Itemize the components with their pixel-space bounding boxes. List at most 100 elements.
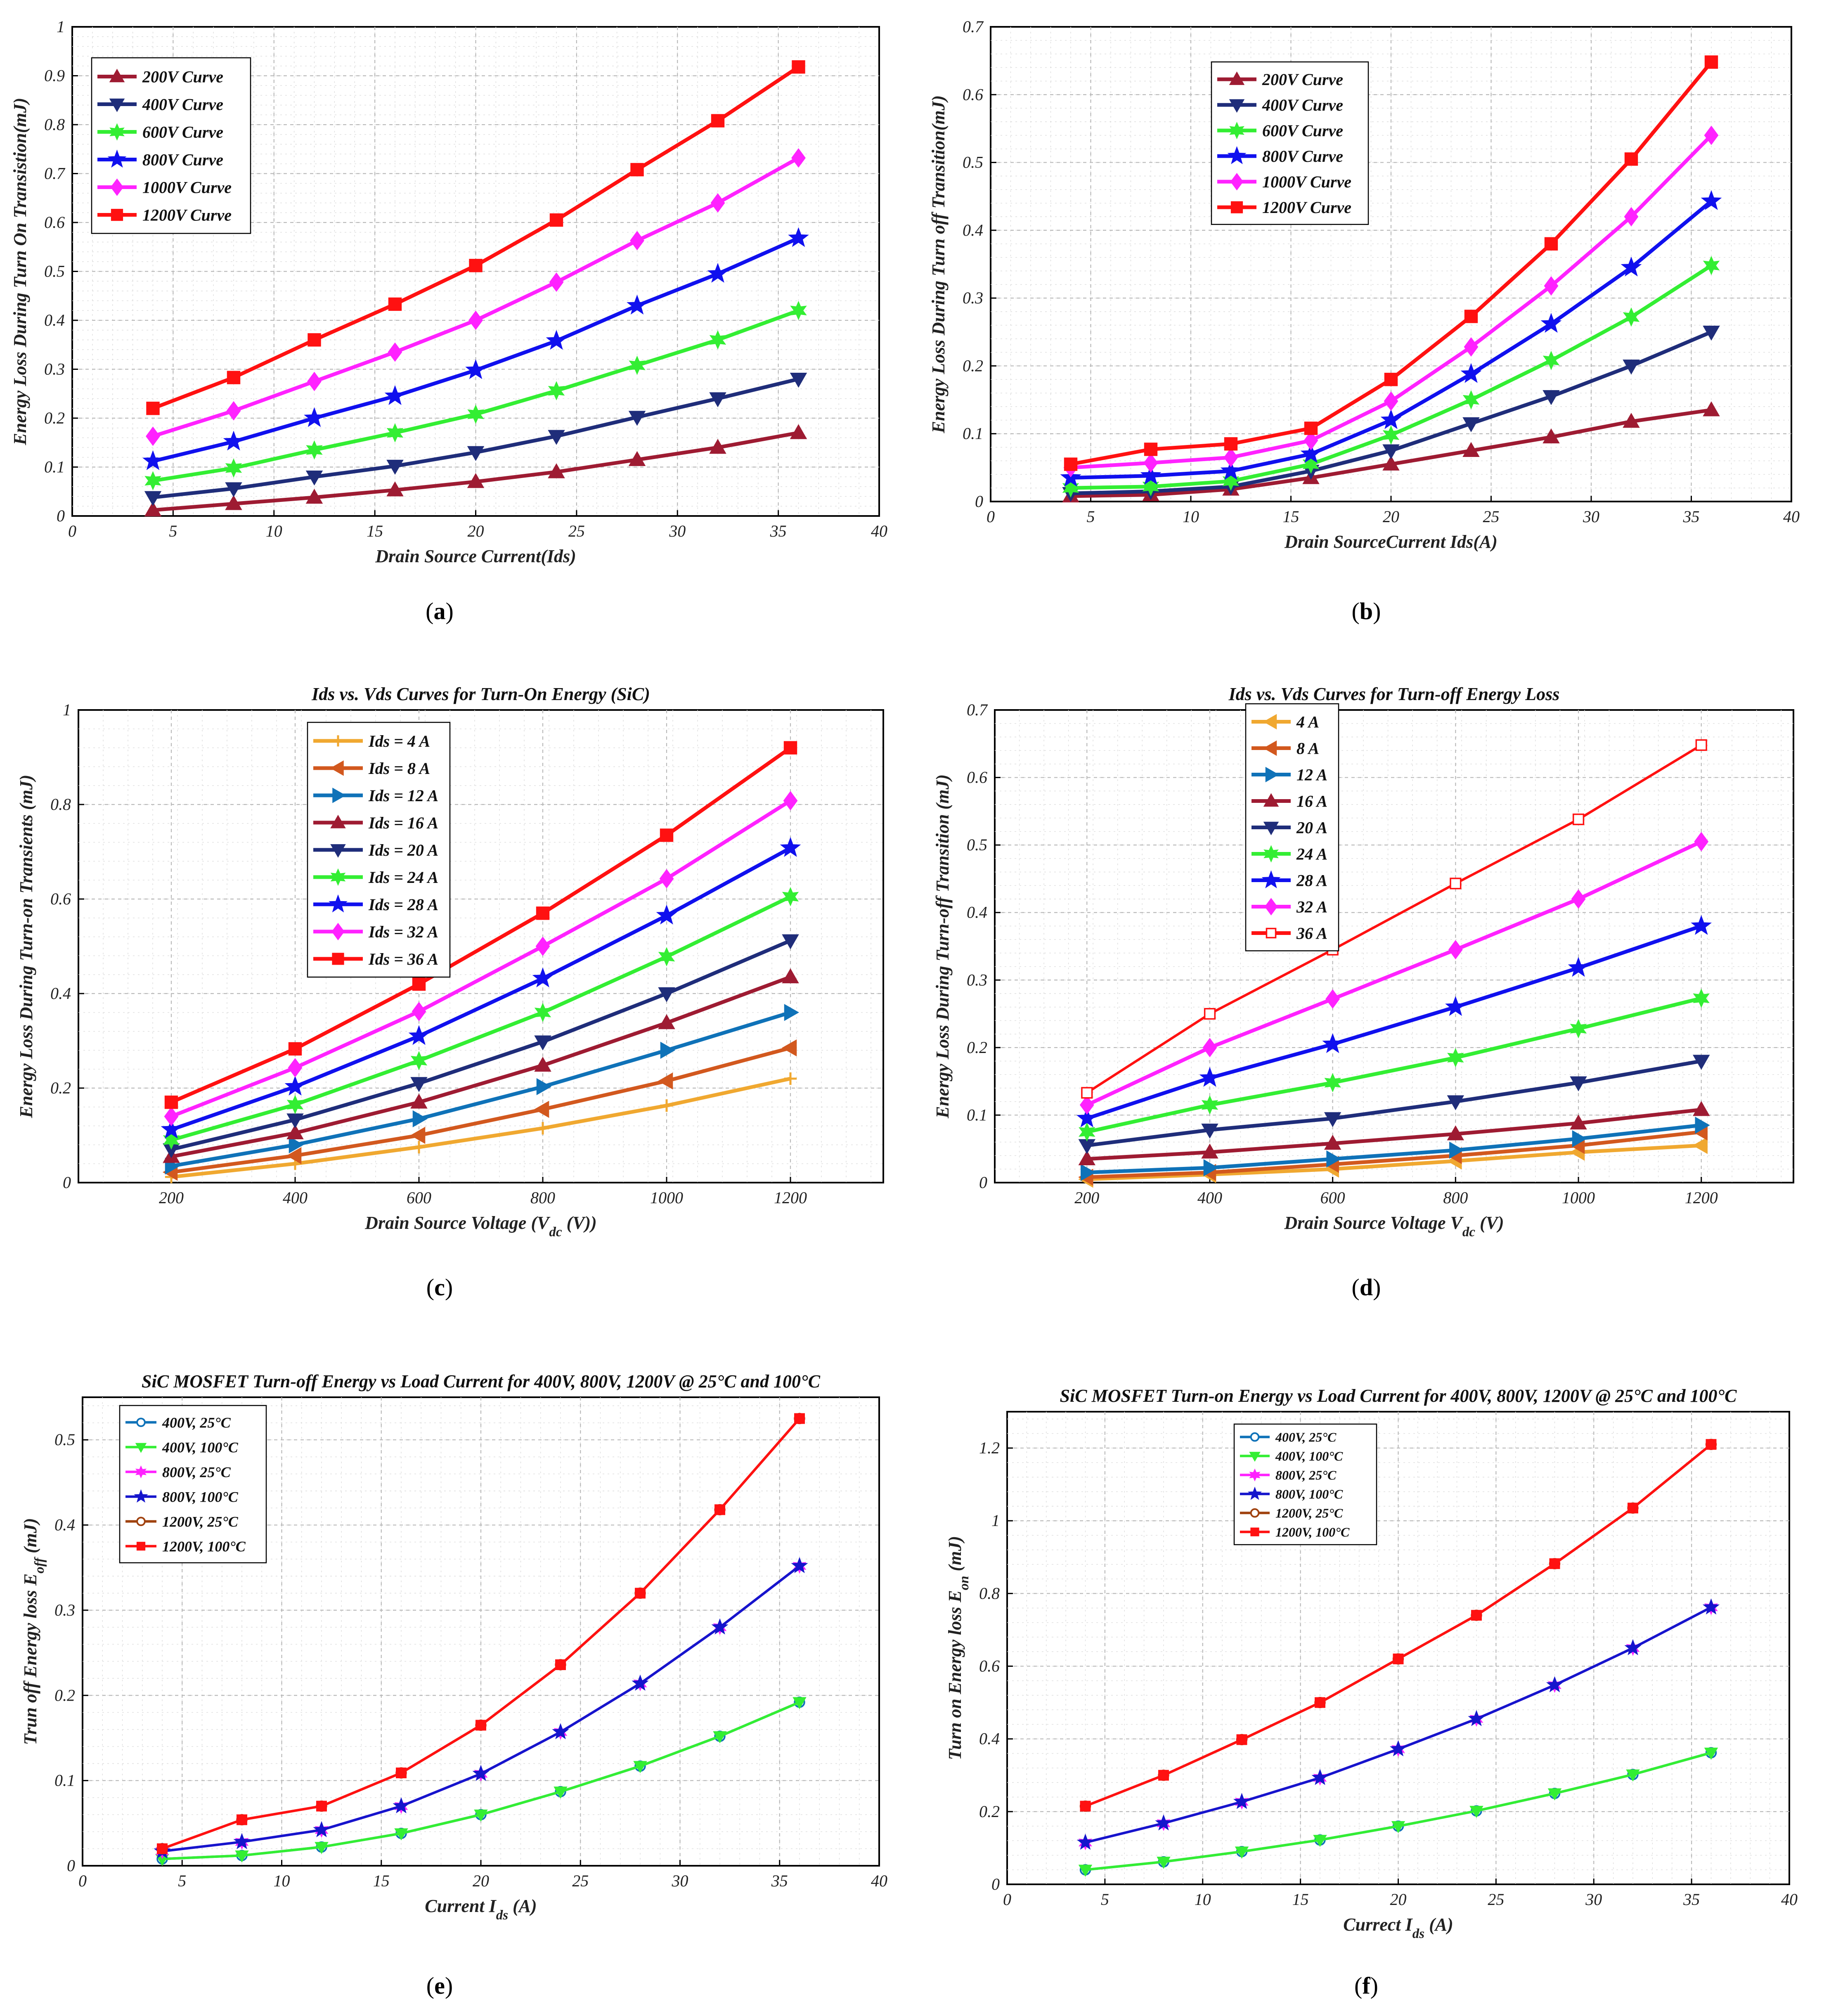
- data-point: [660, 1041, 676, 1059]
- legend-label: 800V, 25°C: [162, 1464, 231, 1480]
- legend-marker: [330, 814, 346, 828]
- xlabel-part: Drain Source Current(Ids): [375, 546, 576, 566]
- data-point: [792, 60, 805, 74]
- x-axis-label: Drain SourceCurrent Ids(A): [1284, 532, 1498, 552]
- data-point: [1624, 207, 1639, 227]
- x-tick-label: 15: [1283, 507, 1299, 526]
- series-1200v-curve: [146, 60, 805, 415]
- y-tick-label: 0.4: [44, 311, 65, 329]
- legend-marker: [330, 844, 346, 858]
- data-point: [308, 333, 321, 347]
- y-tick-label: 0.1: [963, 424, 983, 443]
- data-point: [790, 424, 807, 439]
- legend-label: 400V Curve: [142, 95, 223, 114]
- data-point: [306, 440, 323, 460]
- data-point: [555, 1659, 566, 1670]
- chart-panel-b: 0 5 10 15 20 25 30 35 40 0 0.1 0.2 0.3 0.4 0.5 0.6 0.7 Dr…: [928, 17, 1800, 552]
- grid: [995, 710, 1793, 1183]
- x-tick-label: 600: [1320, 1188, 1345, 1207]
- data-point: [316, 1801, 327, 1812]
- legend-label: Ids = 20 A: [368, 841, 438, 859]
- ylabel-part: Energy Loss During Turn On Transistion(m…: [10, 98, 30, 446]
- series-ids-8-a: [162, 1039, 797, 1181]
- data-point: [1471, 1610, 1482, 1621]
- legend-label: 400V, 25°C: [162, 1414, 231, 1431]
- data-point: [1076, 1834, 1094, 1850]
- data-point: [225, 482, 242, 497]
- caption-letter: a: [434, 598, 446, 625]
- y-tick-label: 0.1: [54, 1771, 75, 1790]
- chart-panel-e: 0 5 10 15 20 25 30 35 40 0 0.1 0.2 0.3 0.4 0.5 Current …: [20, 1371, 887, 1923]
- data-point: [289, 1136, 304, 1154]
- legend-marker: [1230, 173, 1244, 191]
- y-tick-label: 0.6: [963, 85, 983, 104]
- caption-open: (: [426, 598, 433, 625]
- caption-letter: e: [434, 1972, 445, 1999]
- legend-label: 8 A: [1296, 739, 1319, 758]
- series-1200v-100-c: [157, 1413, 805, 1854]
- legend: 400V, 25°C 400V, 100°C 800V, 25°C 800V, 100…: [1233, 1423, 1377, 1545]
- data-point: [635, 1588, 646, 1599]
- data-point: [235, 1850, 249, 1863]
- chart-panel-a: 0 5 10 15 20 25 30 35 40 0 0.1 0.2 0.3 0.4 0.5 0.6 0.7 0.…: [10, 17, 887, 566]
- y-tick-label: 0.4: [50, 984, 71, 1003]
- x-tick-label: 15: [367, 522, 383, 540]
- data-point: [1445, 996, 1466, 1016]
- y-tick-label: 0.2: [963, 356, 983, 375]
- data-point: [1626, 1769, 1640, 1782]
- legend-label: 4 A: [1296, 713, 1319, 731]
- data-point: [1447, 1095, 1464, 1110]
- legend-marker: [1263, 845, 1279, 863]
- data-point: [1628, 1503, 1638, 1514]
- data-point: [1079, 1122, 1095, 1142]
- data-point: [233, 1833, 251, 1849]
- legend-marker: [111, 208, 123, 221]
- legend-label: 28 A: [1296, 871, 1327, 890]
- legend-marker: [332, 735, 344, 747]
- data-point: [388, 297, 402, 311]
- x-tick-label: 1000: [650, 1188, 683, 1207]
- data-point: [1236, 1734, 1247, 1745]
- x-tick-label: 0: [78, 1872, 87, 1890]
- data-point: [412, 1110, 428, 1128]
- data-point: [1391, 1821, 1405, 1834]
- x-tick-label: 400: [283, 1188, 308, 1207]
- y-tick-label: 0.3: [963, 289, 983, 307]
- data-point: [286, 1124, 304, 1140]
- x-tick-label: 25: [1488, 1890, 1504, 1909]
- data-point: [782, 934, 799, 949]
- data-point: [467, 446, 485, 461]
- data-point: [1313, 1835, 1327, 1847]
- data-point: [1570, 1114, 1587, 1130]
- data-point: [1695, 1117, 1710, 1134]
- data-point: [1462, 417, 1480, 433]
- data-point: [144, 491, 162, 506]
- data-point: [410, 1126, 426, 1144]
- data-point: [1447, 1125, 1464, 1141]
- data-point: [1199, 1067, 1221, 1087]
- panel-caption: (f): [1354, 1972, 1378, 1999]
- data-point: [386, 423, 404, 442]
- y-tick-label: 1: [57, 17, 65, 36]
- y-tick-label: 0.7: [967, 700, 988, 719]
- data-point: [534, 1100, 549, 1118]
- data-point: [225, 495, 242, 510]
- legend-marker: [134, 1489, 148, 1503]
- caption-close: ): [446, 598, 454, 625]
- legend-marker: [1263, 821, 1279, 835]
- data-point: [226, 401, 241, 421]
- series-28-a: [1076, 915, 1712, 1128]
- y-tick-label: 0.3: [967, 970, 987, 989]
- legend-marker: [1263, 740, 1277, 756]
- data-point: [305, 488, 323, 504]
- y-tick-label: 0.5: [967, 835, 987, 854]
- series-line: [171, 975, 791, 1159]
- legend-label: Ids = 32 A: [368, 923, 438, 941]
- legend: 200V Curve 400V Curve 600V Curve 800V Curve…: [1211, 61, 1369, 225]
- data-point: [780, 837, 801, 857]
- data-point: [536, 1122, 549, 1135]
- x-tick-label: 5: [1087, 507, 1095, 526]
- data-point: [146, 426, 160, 446]
- data-point: [714, 1504, 725, 1515]
- data-point: [1704, 1747, 1718, 1760]
